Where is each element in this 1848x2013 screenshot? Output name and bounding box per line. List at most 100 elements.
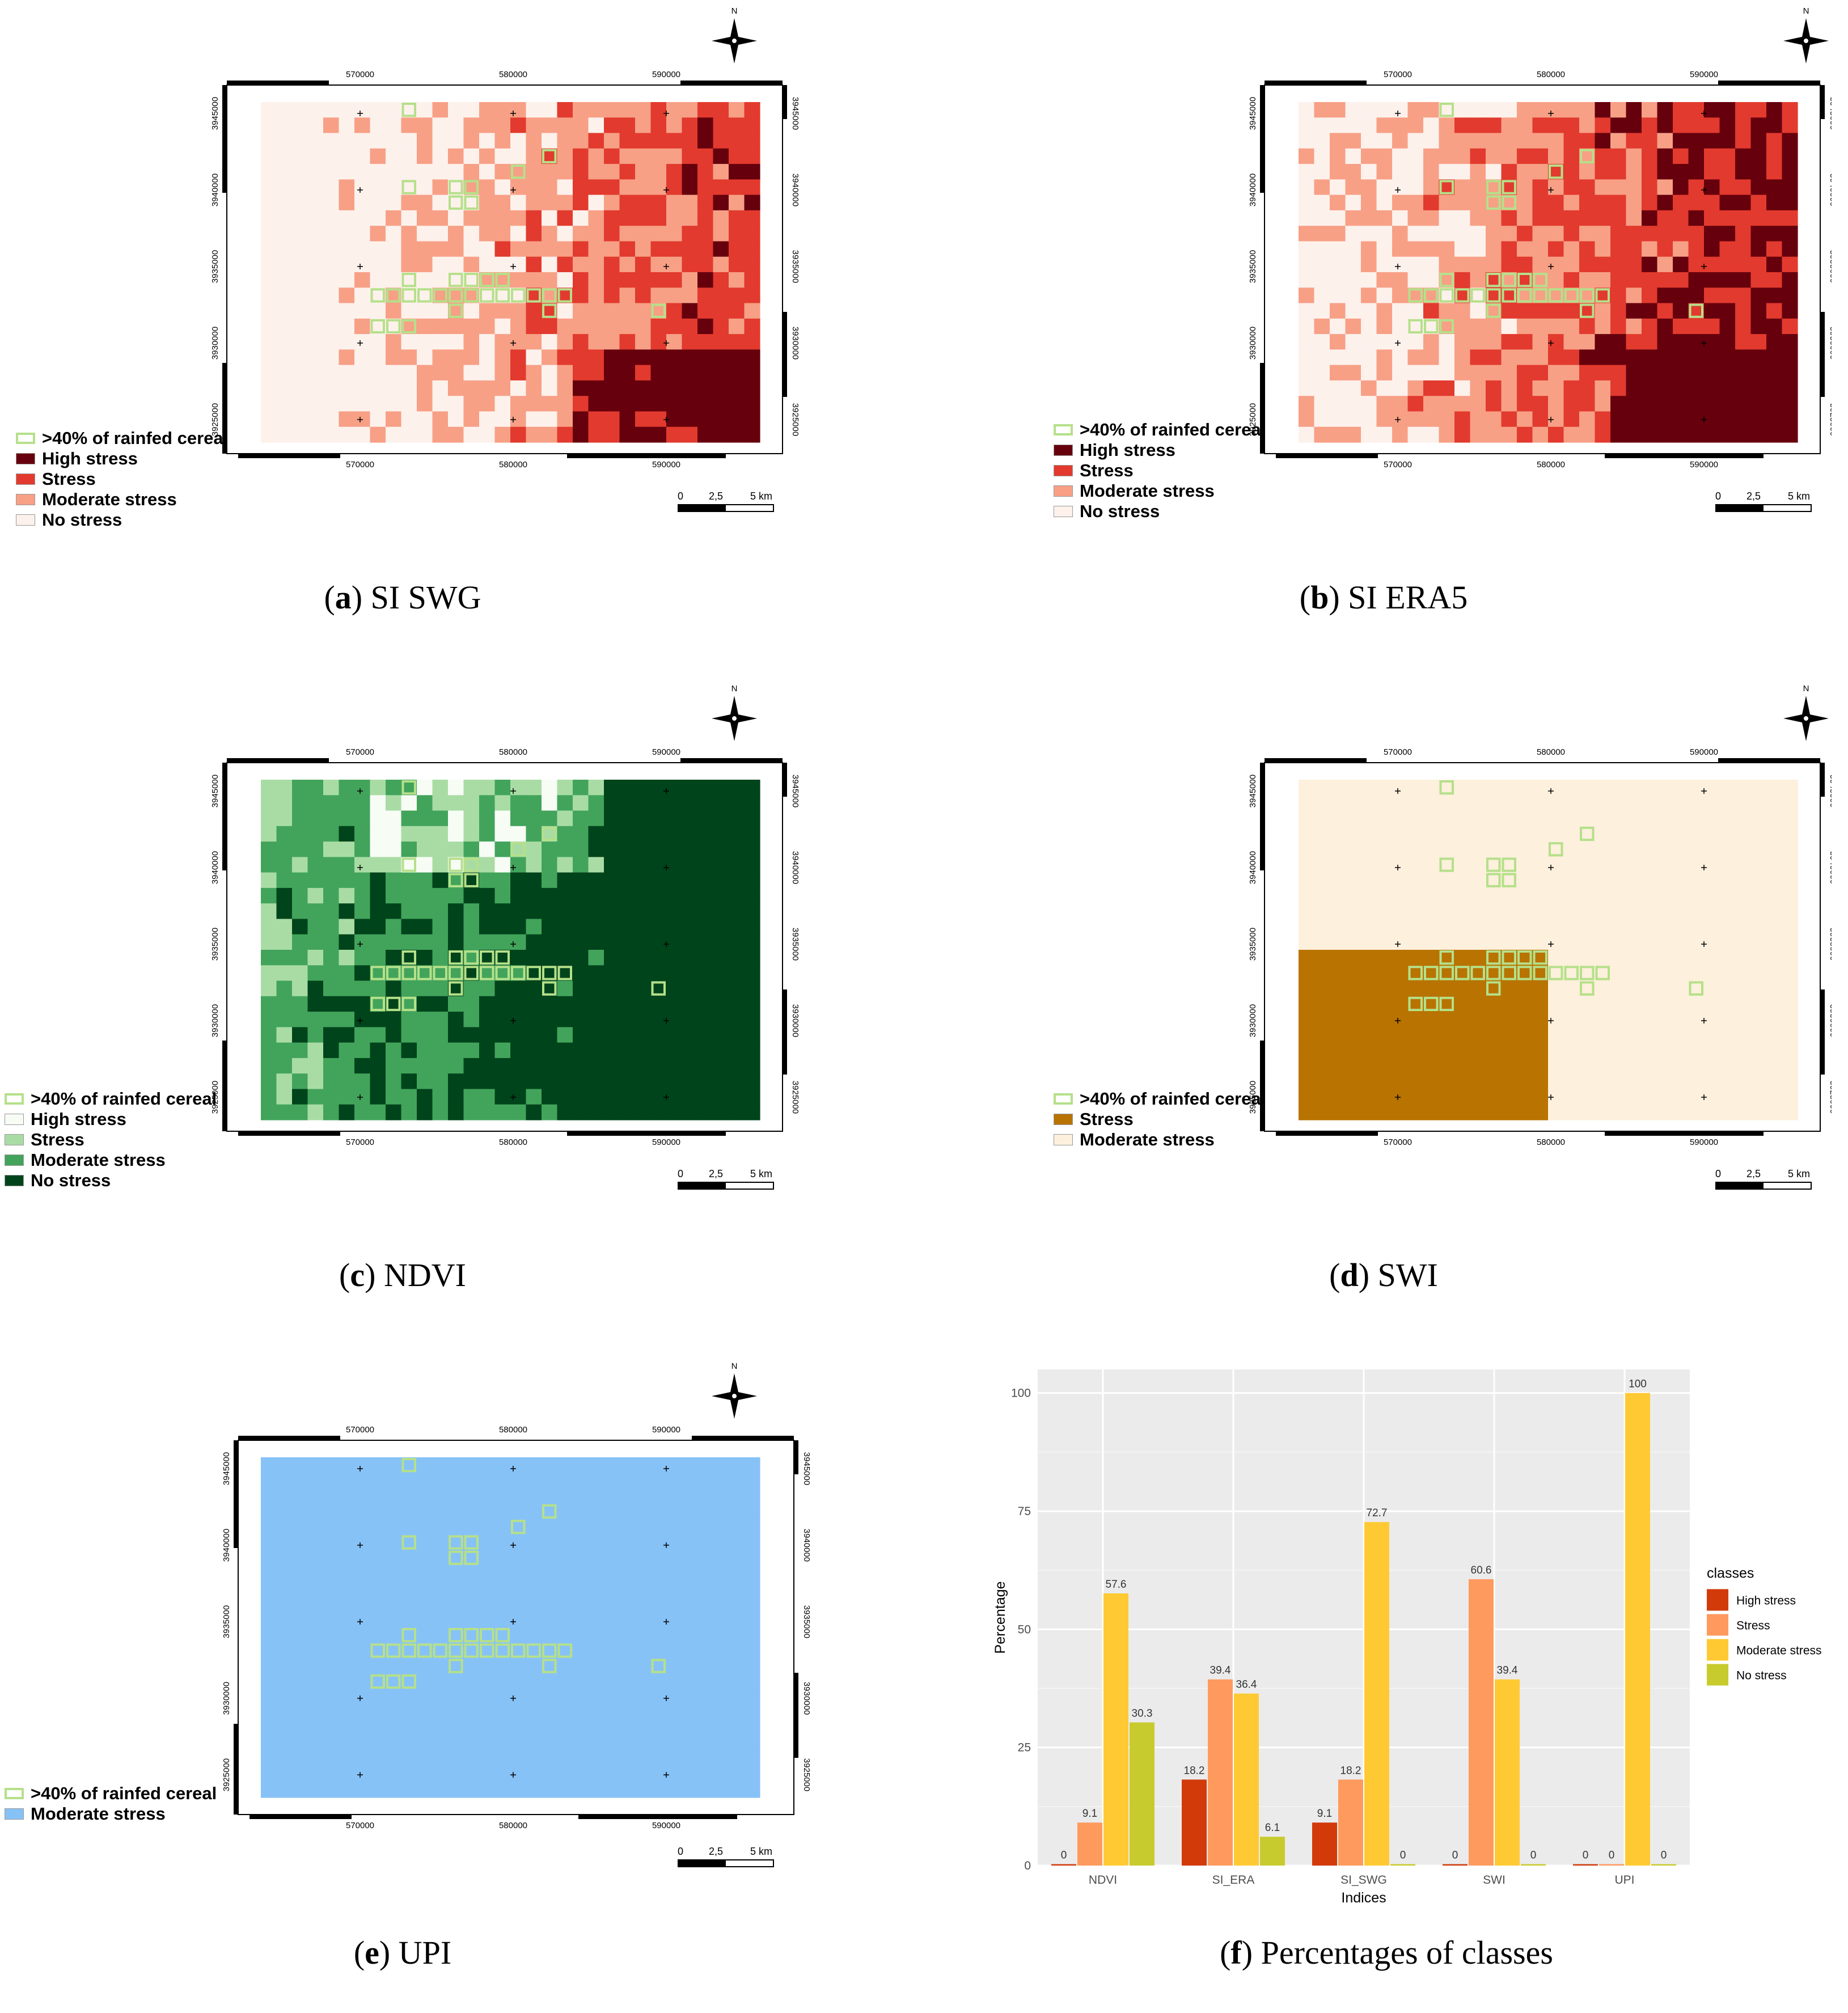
legend-swatch <box>1054 485 1073 497</box>
legend-label: Stress <box>1080 1109 1134 1129</box>
legend-label: Stress <box>1736 1619 1770 1633</box>
legend-label: Moderate stress <box>31 1150 166 1170</box>
svg-text:3945000: 3945000 <box>210 97 220 130</box>
svg-text:3930000: 3930000 <box>802 1682 811 1715</box>
data-label: 18.2 <box>1184 1765 1205 1777</box>
data-label: 0 <box>1452 1850 1458 1862</box>
data-label: 0 <box>1530 1850 1537 1862</box>
svg-text:N: N <box>731 6 738 16</box>
bar <box>1338 1779 1363 1866</box>
svg-text:3945000: 3945000 <box>222 1452 231 1485</box>
bar <box>1521 1864 1546 1866</box>
svg-text:3945000: 3945000 <box>1248 775 1258 807</box>
legend-label: >40% of rainfed cereal <box>31 1089 217 1109</box>
legend-item: No stress <box>5 1170 217 1191</box>
legend-label: Stress <box>42 469 96 489</box>
svg-text:3945000: 3945000 <box>210 775 220 807</box>
svg-text:570000: 570000 <box>1384 70 1412 79</box>
scale-bar: 0 2,5 5 km <box>1715 490 1812 512</box>
svg-text:3930000: 3930000 <box>222 1682 231 1715</box>
legend-label: >40% of rainfed cereal <box>42 428 229 448</box>
legend-label: >40% of rainfed cereal <box>31 1783 217 1803</box>
scale-end: 5 km <box>750 1168 773 1179</box>
svg-text:570000: 570000 <box>346 70 374 79</box>
legend-label: High stress <box>1736 1595 1796 1608</box>
scale-bar: 0 2,5 5 km <box>678 1168 774 1190</box>
x-tick-label: SI_ERA <box>1212 1874 1255 1887</box>
map-d: 570000 570000 580000 580000 590000 590000 3945… <box>1248 684 1832 1147</box>
svg-text:3940000: 3940000 <box>802 1529 811 1562</box>
svg-text:3925000: 3925000 <box>1248 1081 1258 1114</box>
legend-swatch <box>16 494 35 505</box>
svg-text:3925000: 3925000 <box>1828 403 1832 436</box>
scale-bar: 0 2,5 5 km <box>1715 1168 1812 1190</box>
legend-item: Moderate stress <box>16 489 228 510</box>
panel-d: 570000 570000 580000 580000 590000 590000 3945… <box>924 678 1832 1335</box>
svg-text:3940000: 3940000 <box>1248 174 1258 206</box>
svg-text:570000: 570000 <box>1384 747 1412 757</box>
svg-text:3940000: 3940000 <box>1828 851 1832 884</box>
x-axis-label: Indices <box>1341 1890 1386 1906</box>
legend-item: Stress <box>5 1130 217 1150</box>
scale-end: 5 km <box>1788 490 1811 502</box>
caption-title: SI ERA5 <box>1348 579 1468 616</box>
scale-end: 5 km <box>750 1846 773 1857</box>
legend-c: >40% of rainfed cereal High stress Stress M… <box>5 1089 217 1191</box>
caption-letter: b <box>1310 579 1329 616</box>
data-label: 0 <box>1061 1850 1067 1862</box>
svg-text:3945000: 3945000 <box>790 775 800 807</box>
bar <box>1130 1722 1155 1866</box>
caption-a: (a) SI SWG <box>324 579 481 616</box>
panel-c: 570000 570000 580000 580000 590000 590000 3945… <box>0 678 907 1335</box>
bar <box>1051 1864 1076 1866</box>
x-tick-label: UPI <box>1614 1874 1634 1887</box>
data-label: 9.1 <box>1082 1808 1097 1820</box>
data-label: 6.1 <box>1265 1822 1280 1834</box>
svg-text:580000: 580000 <box>1537 1137 1565 1147</box>
bar <box>1443 1864 1468 1866</box>
legend-item: >40% of rainfed cereal <box>16 428 228 449</box>
bar <box>1651 1864 1676 1866</box>
svg-text:3925000: 3925000 <box>210 403 220 436</box>
data-label: 57.6 <box>1106 1579 1127 1591</box>
svg-text:3930000: 3930000 <box>1828 327 1832 360</box>
scale-zero: 0 <box>678 1846 684 1857</box>
legend-b: >40% of rainfed cereal High stress Stress M… <box>1054 420 1266 522</box>
caption-letter: e <box>365 1934 379 1971</box>
bar-chart: 0 25 50 75 100 0 9.1 57.6 30.3 NDVI 18.2 39.4 36.4 6.… <box>992 1369 1822 1906</box>
caption-title: UPI <box>398 1934 452 1971</box>
bar <box>1182 1779 1207 1866</box>
legend-item: Stress <box>1054 1109 1266 1130</box>
scale-end: 5 km <box>750 490 773 502</box>
legend-swatch <box>1054 445 1073 456</box>
svg-text:3940000: 3940000 <box>210 174 220 206</box>
bar <box>1390 1864 1415 1866</box>
legend-label: No stress <box>1736 1669 1787 1682</box>
map-a: 570000 570000 580000 580000 590000 590000 3945… <box>210 6 800 470</box>
svg-text:3930000: 3930000 <box>1248 1004 1258 1037</box>
y-tick-label: 25 <box>1018 1741 1031 1754</box>
legend-swatch <box>1054 1114 1073 1125</box>
y-tick-label: 50 <box>1018 1623 1031 1636</box>
bar <box>1625 1393 1650 1866</box>
svg-text:580000: 580000 <box>1537 460 1565 470</box>
legend-swatch <box>16 453 35 464</box>
y-tick-label: 0 <box>1024 1859 1031 1872</box>
svg-text:3935000: 3935000 <box>790 250 800 283</box>
svg-text:3940000: 3940000 <box>790 851 800 884</box>
legend-swatch <box>1707 1614 1728 1636</box>
svg-text:3935000: 3935000 <box>210 250 220 283</box>
panel-b: 570000 570000 580000 580000 590000 590000 3945… <box>924 0 1832 658</box>
data-label: 0 <box>1609 1850 1615 1862</box>
svg-text:3945000: 3945000 <box>802 1452 811 1485</box>
legend-item: Moderate stress <box>5 1150 217 1170</box>
data-label: 39.4 <box>1497 1665 1518 1677</box>
scale-mid: 2,5 <box>709 490 724 502</box>
svg-text:3935000: 3935000 <box>210 928 220 961</box>
legend-label: High stress <box>31 1109 126 1129</box>
north-arrow-icon: N <box>1783 684 1829 741</box>
bar <box>1469 1579 1494 1866</box>
legend-label: Moderate stress <box>1080 1130 1215 1149</box>
legend-item: Moderate stress <box>1054 1130 1266 1150</box>
legend-swatch <box>1707 1589 1728 1611</box>
